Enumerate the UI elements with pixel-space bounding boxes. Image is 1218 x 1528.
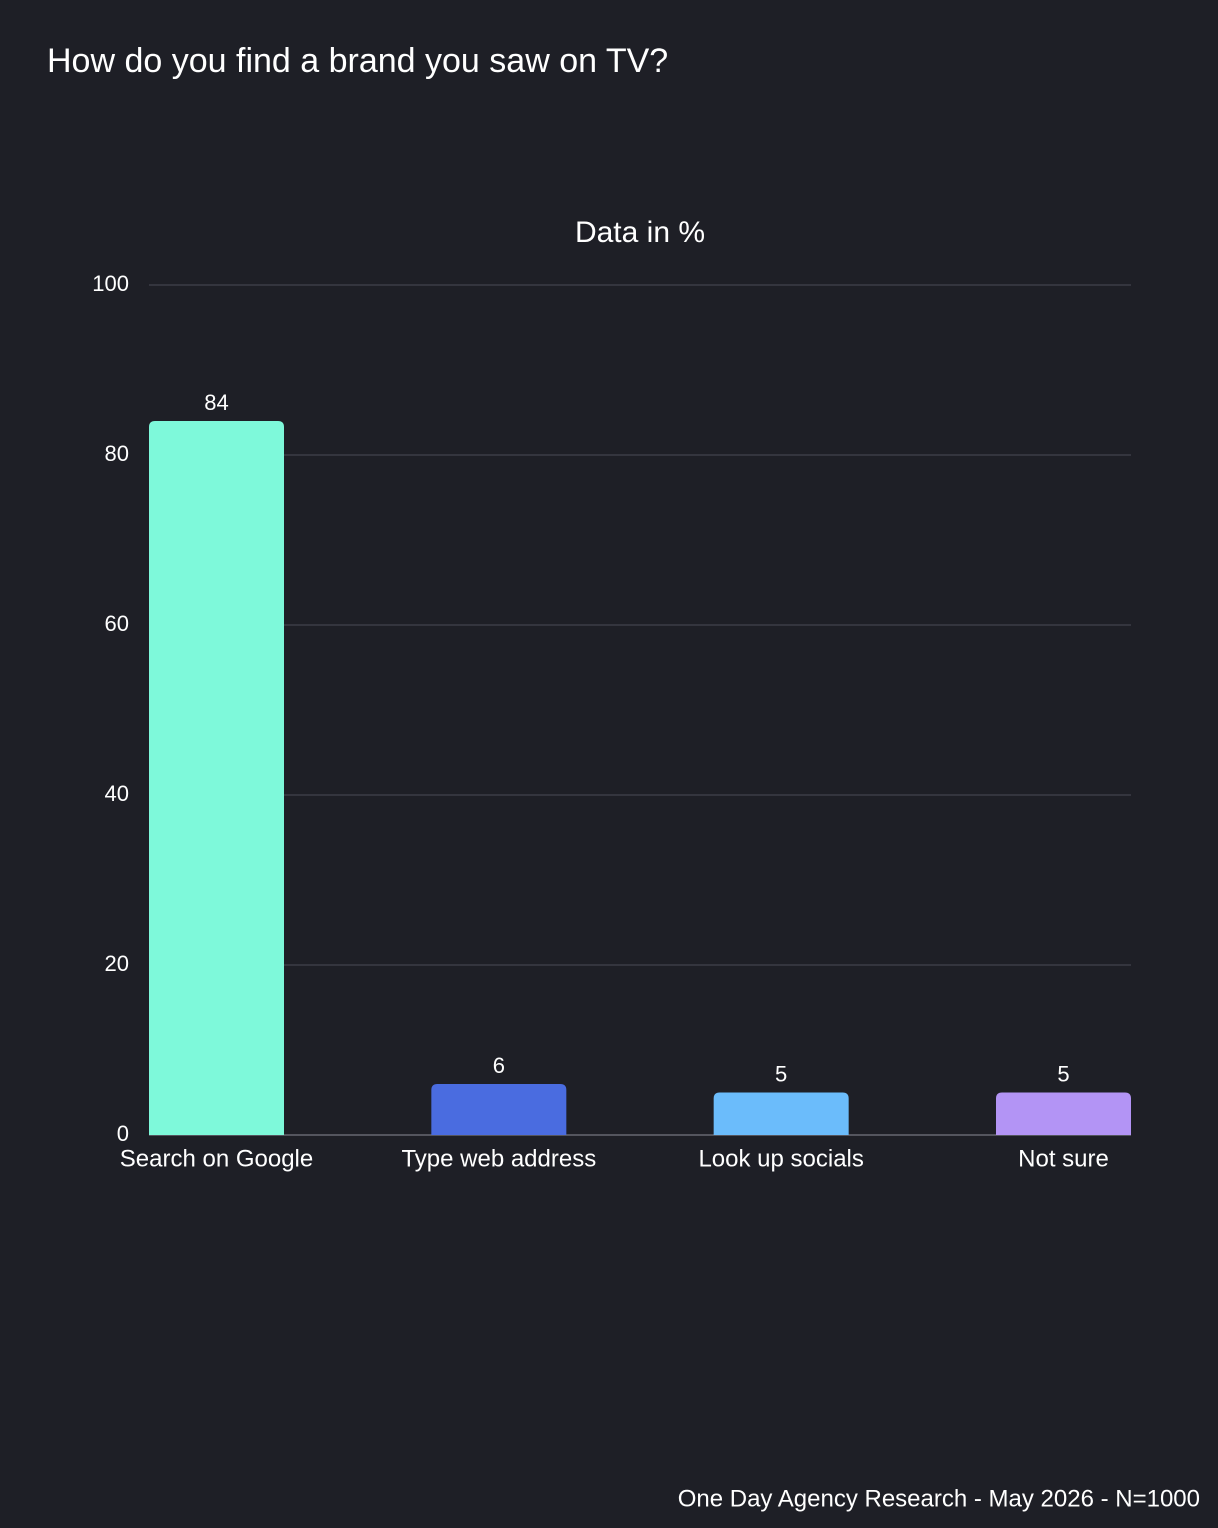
value-label: 84 (204, 390, 228, 415)
bar (149, 421, 284, 1135)
bar (713, 1092, 849, 1135)
bar (996, 1092, 1131, 1135)
chart-title: How do you find a brand you saw on TV? (47, 42, 668, 80)
y-tick-label: 60 (105, 611, 129, 636)
chart-subtitle: Data in % (575, 216, 705, 249)
x-tick-label: Look up socials (698, 1145, 863, 1172)
bar (431, 1084, 567, 1135)
y-tick-label: 80 (105, 441, 129, 466)
x-tick-label: Type web address (401, 1145, 596, 1172)
y-tick-label: 0 (117, 1121, 129, 1146)
y-tick-label: 40 (105, 781, 129, 806)
value-label: 5 (775, 1061, 787, 1086)
x-tick-label: Search on Google (120, 1145, 313, 1172)
value-label: 5 (1057, 1061, 1069, 1086)
value-label: 6 (493, 1053, 505, 1078)
source-note: One Day Agency Research - May 2026 - N=1… (678, 1485, 1200, 1512)
x-tick-label: Not sure (1018, 1145, 1109, 1172)
y-tick-label: 100 (92, 271, 129, 296)
y-tick-label: 20 (105, 951, 129, 976)
